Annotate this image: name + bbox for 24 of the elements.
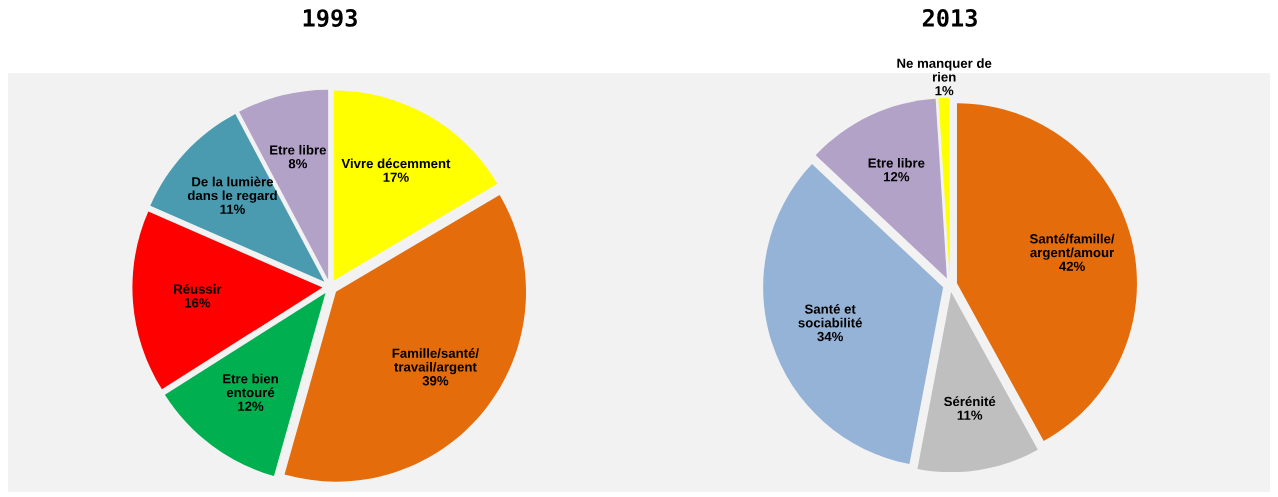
data-label: 11% — [957, 410, 983, 420]
data-label: 34% — [817, 331, 844, 342]
slice-label: Etre libre — [270, 144, 327, 155]
slice-label: De la lumière dans le regard — [187, 176, 277, 203]
chart-title: 2013 — [922, 8, 977, 27]
data-label: 17% — [383, 172, 409, 182]
data-label: 12% — [238, 401, 264, 411]
slice-label: Vivre décemment — [341, 158, 451, 169]
slice-label: Etre libre — [868, 157, 925, 168]
data-label: 8% — [288, 159, 308, 169]
slice-label: Santé et sociabilité — [798, 303, 862, 328]
slice-label: Santé/famille/ argent/amour — [1029, 233, 1115, 260]
data-label: 1% — [935, 86, 954, 96]
slice-label: Réussir — [174, 284, 222, 294]
data-label: 11% — [220, 204, 245, 214]
data-label: 12% — [883, 172, 910, 182]
slice-label: Sérénité — [944, 396, 996, 407]
data-label: 16% — [185, 298, 211, 308]
slice-label: Famille/santé/ travail/argent — [392, 348, 479, 375]
slice-label: Ne manquer de rien — [897, 58, 992, 82]
chart-title: 1993 — [303, 8, 357, 27]
data-label: 42% — [1059, 261, 1085, 271]
slice-label: Etre bien entouré — [223, 373, 278, 398]
data-label: 39% — [422, 376, 449, 386]
